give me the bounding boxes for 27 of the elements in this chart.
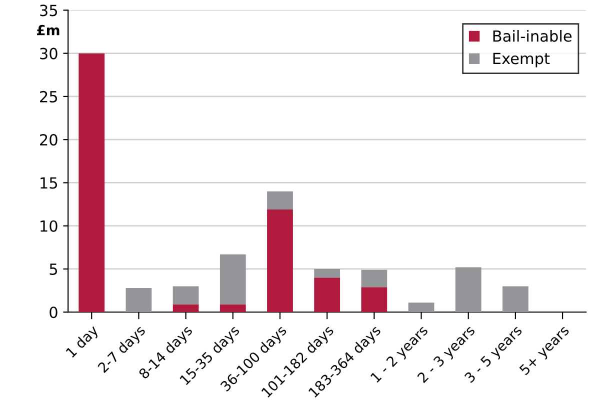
y-tick-label: 5 (50, 264, 58, 276)
bar (314, 268, 340, 278)
bar (502, 286, 528, 312)
y-tick-label: 30 (40, 48, 58, 60)
bar (220, 254, 246, 304)
legend-label: Exempt (493, 52, 550, 68)
bar (361, 270, 388, 288)
bar (267, 209, 293, 312)
bar (172, 286, 199, 304)
y-tick-label: 25 (40, 90, 58, 102)
y-tick-label: 20 (40, 134, 58, 146)
bar (455, 267, 482, 312)
bar (314, 278, 340, 312)
bar (220, 304, 246, 312)
x-tick-label: 1 day (65, 324, 101, 360)
bar (408, 302, 434, 312)
y-tick-label: 0 (50, 306, 58, 318)
y-tick-label: 10 (40, 220, 58, 232)
legend-label: Bail-inable (493, 30, 572, 42)
bar (361, 287, 388, 312)
y-tick-label: 35 (40, 4, 58, 16)
bar (172, 304, 199, 312)
y-tick-label: 15 (40, 177, 58, 189)
bar (126, 288, 152, 312)
bar (267, 191, 293, 210)
y-axis-title: £m (37, 24, 60, 36)
bar (78, 53, 105, 312)
